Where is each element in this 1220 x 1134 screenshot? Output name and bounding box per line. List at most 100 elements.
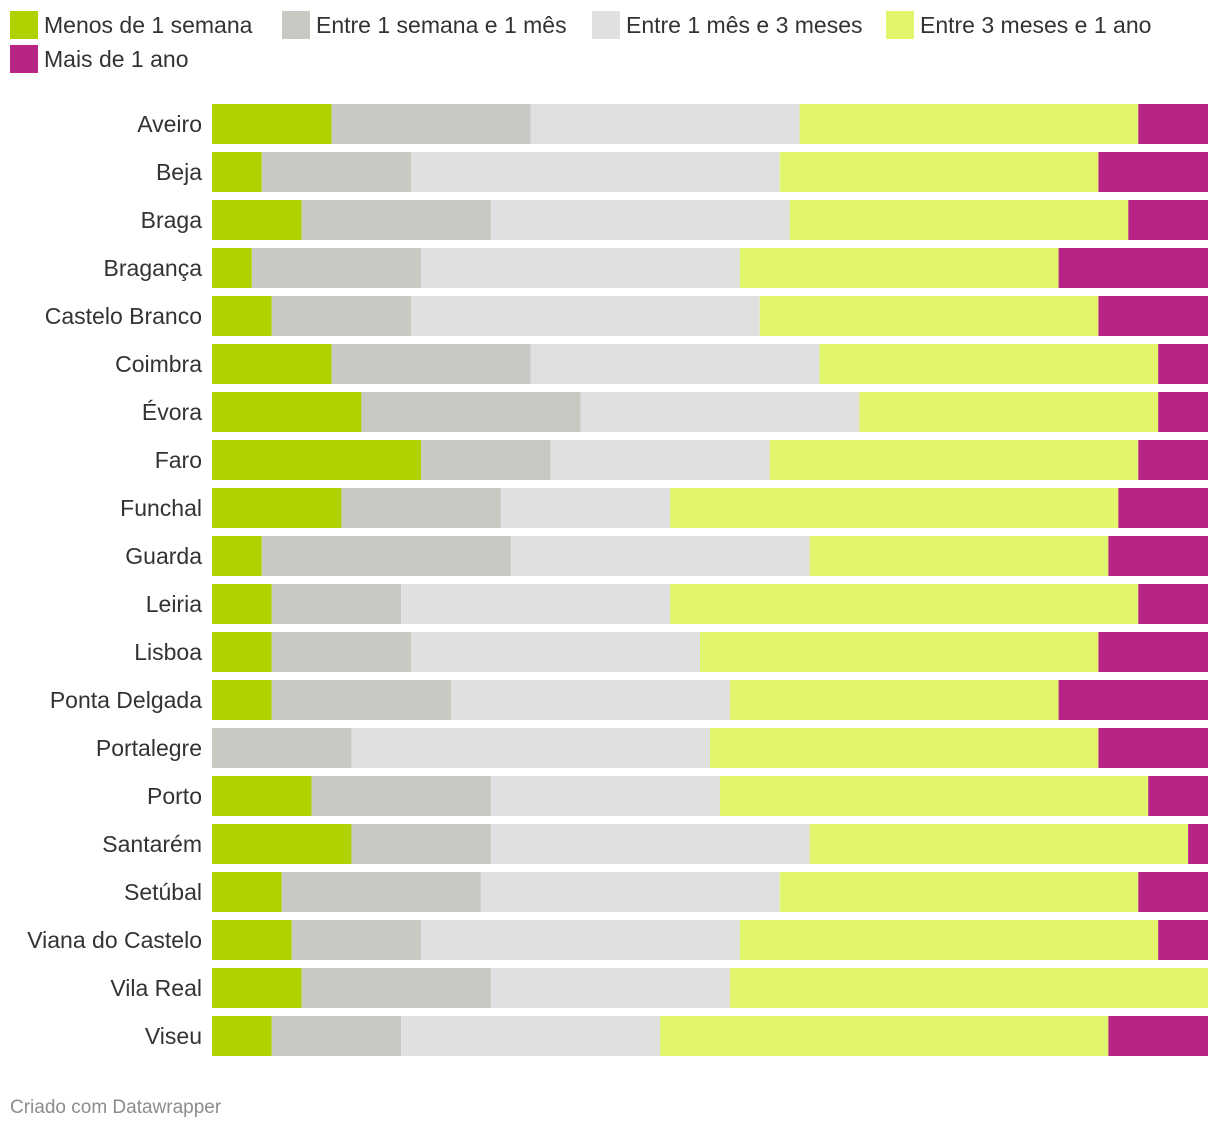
bar-segment xyxy=(779,152,1099,192)
category-label: Faro xyxy=(155,447,202,473)
bar-segment xyxy=(212,152,262,192)
bar-segment xyxy=(311,776,491,816)
legend-item: Mais de 1 ano xyxy=(10,44,188,74)
category-label: Viana do Castelo xyxy=(27,927,202,953)
bar-segment xyxy=(530,104,800,144)
bar-segment xyxy=(530,344,820,384)
bar-segment xyxy=(1138,872,1208,912)
bar-segment xyxy=(729,680,1059,720)
bar-segment xyxy=(212,104,332,144)
legend-swatch xyxy=(592,11,620,39)
bar-segment xyxy=(281,872,481,912)
bar-segment xyxy=(212,920,292,960)
category-label: Braga xyxy=(141,207,203,233)
footer-credit: Criado com Datawrapper xyxy=(10,1097,222,1118)
bar-segment xyxy=(710,728,1099,768)
bar-segment xyxy=(351,824,491,864)
bar-segment xyxy=(341,488,501,528)
bar-segment xyxy=(789,200,1129,240)
category-label: Castelo Branco xyxy=(45,303,202,329)
bar-segment xyxy=(1158,920,1208,960)
bar-segment xyxy=(700,632,1099,672)
legend-label: Entre 1 mês e 3 meses xyxy=(626,11,863,38)
bar-segment xyxy=(1098,632,1208,672)
bar-segment xyxy=(271,296,412,336)
bar-segment xyxy=(1098,728,1208,768)
bar-segment xyxy=(779,872,1139,912)
bar-segment xyxy=(212,296,272,336)
bar-segment xyxy=(490,200,790,240)
bar-segment xyxy=(1158,392,1208,432)
legend-swatch xyxy=(282,11,310,39)
stacked-bar-chart: Aveiro Beja Braga Bragança Castelo Branco Coi… xyxy=(27,104,1208,1056)
bar-segment xyxy=(739,920,1159,960)
category-label: Vila Real xyxy=(110,975,202,1001)
bar-segment xyxy=(271,584,402,624)
category-label: Santarém xyxy=(102,831,202,857)
bar-segment xyxy=(301,200,491,240)
bar-segment xyxy=(271,1016,402,1056)
legend-label: Entre 1 semana e 1 mês xyxy=(316,11,567,38)
legend-item: Entre 1 semana e 1 mês xyxy=(282,10,567,40)
bar-segment xyxy=(1108,1016,1208,1056)
bar-segment xyxy=(212,584,272,624)
legend-swatch xyxy=(886,11,914,39)
legend-item: Entre 3 meses e 1 ano xyxy=(886,10,1151,40)
bar-segment xyxy=(212,776,312,816)
bar-segment xyxy=(510,536,810,576)
legend-swatch xyxy=(10,11,38,39)
bar-segment xyxy=(1118,488,1208,528)
category-label: Bragança xyxy=(104,255,203,281)
bar-segment xyxy=(670,584,1139,624)
bar-segment xyxy=(212,632,272,672)
bar-segment xyxy=(401,1016,661,1056)
bar-segment xyxy=(1138,104,1208,144)
bar-segment xyxy=(1138,440,1208,480)
bar-segment xyxy=(212,248,252,288)
bar-segment xyxy=(212,728,352,768)
bar-segment xyxy=(739,248,1059,288)
bar-segment xyxy=(490,824,810,864)
bar-segment xyxy=(421,440,551,480)
legend-label: Menos de 1 semana xyxy=(44,11,253,38)
bar-segment xyxy=(212,680,272,720)
bar-segment xyxy=(331,104,531,144)
bar-segment xyxy=(361,392,581,432)
bar-segment xyxy=(729,968,1208,1008)
bar-segment xyxy=(421,920,740,960)
bar-segment xyxy=(500,488,671,528)
bar-segment xyxy=(261,536,511,576)
bar-segment xyxy=(331,344,531,384)
legend-item: Entre 1 mês e 3 meses xyxy=(592,10,863,40)
bar-segment xyxy=(799,104,1139,144)
category-label: Viseu xyxy=(145,1023,202,1049)
bar-segment xyxy=(660,1016,1109,1056)
bar-segment xyxy=(212,968,302,1008)
category-label: Setúbal xyxy=(124,879,202,905)
category-label: Aveiro xyxy=(137,111,202,137)
category-label: Porto xyxy=(147,783,202,809)
bar-segment xyxy=(212,488,342,528)
bar-segment xyxy=(719,776,1149,816)
category-label: Lisboa xyxy=(134,639,202,665)
bar-segment xyxy=(1058,680,1208,720)
category-label: Évora xyxy=(142,399,202,425)
bar-segment xyxy=(1148,776,1208,816)
bar-segment xyxy=(212,392,362,432)
bar-segment xyxy=(1158,344,1208,384)
bar-segment xyxy=(271,680,452,720)
bar-segment xyxy=(251,248,422,288)
category-label: Beja xyxy=(156,159,202,185)
bar-segment xyxy=(212,536,262,576)
bar-segment xyxy=(212,824,352,864)
category-label: Coimbra xyxy=(115,351,202,377)
bar-segment xyxy=(351,728,710,768)
bar-segment xyxy=(421,248,740,288)
bar-segment xyxy=(261,152,412,192)
bar-segment xyxy=(759,296,1099,336)
category-label: Funchal xyxy=(120,495,202,521)
bar-segment xyxy=(550,440,770,480)
bar-segment xyxy=(1138,584,1208,624)
bar-segment xyxy=(1188,824,1208,864)
legend-item: Menos de 1 semana xyxy=(10,10,252,40)
